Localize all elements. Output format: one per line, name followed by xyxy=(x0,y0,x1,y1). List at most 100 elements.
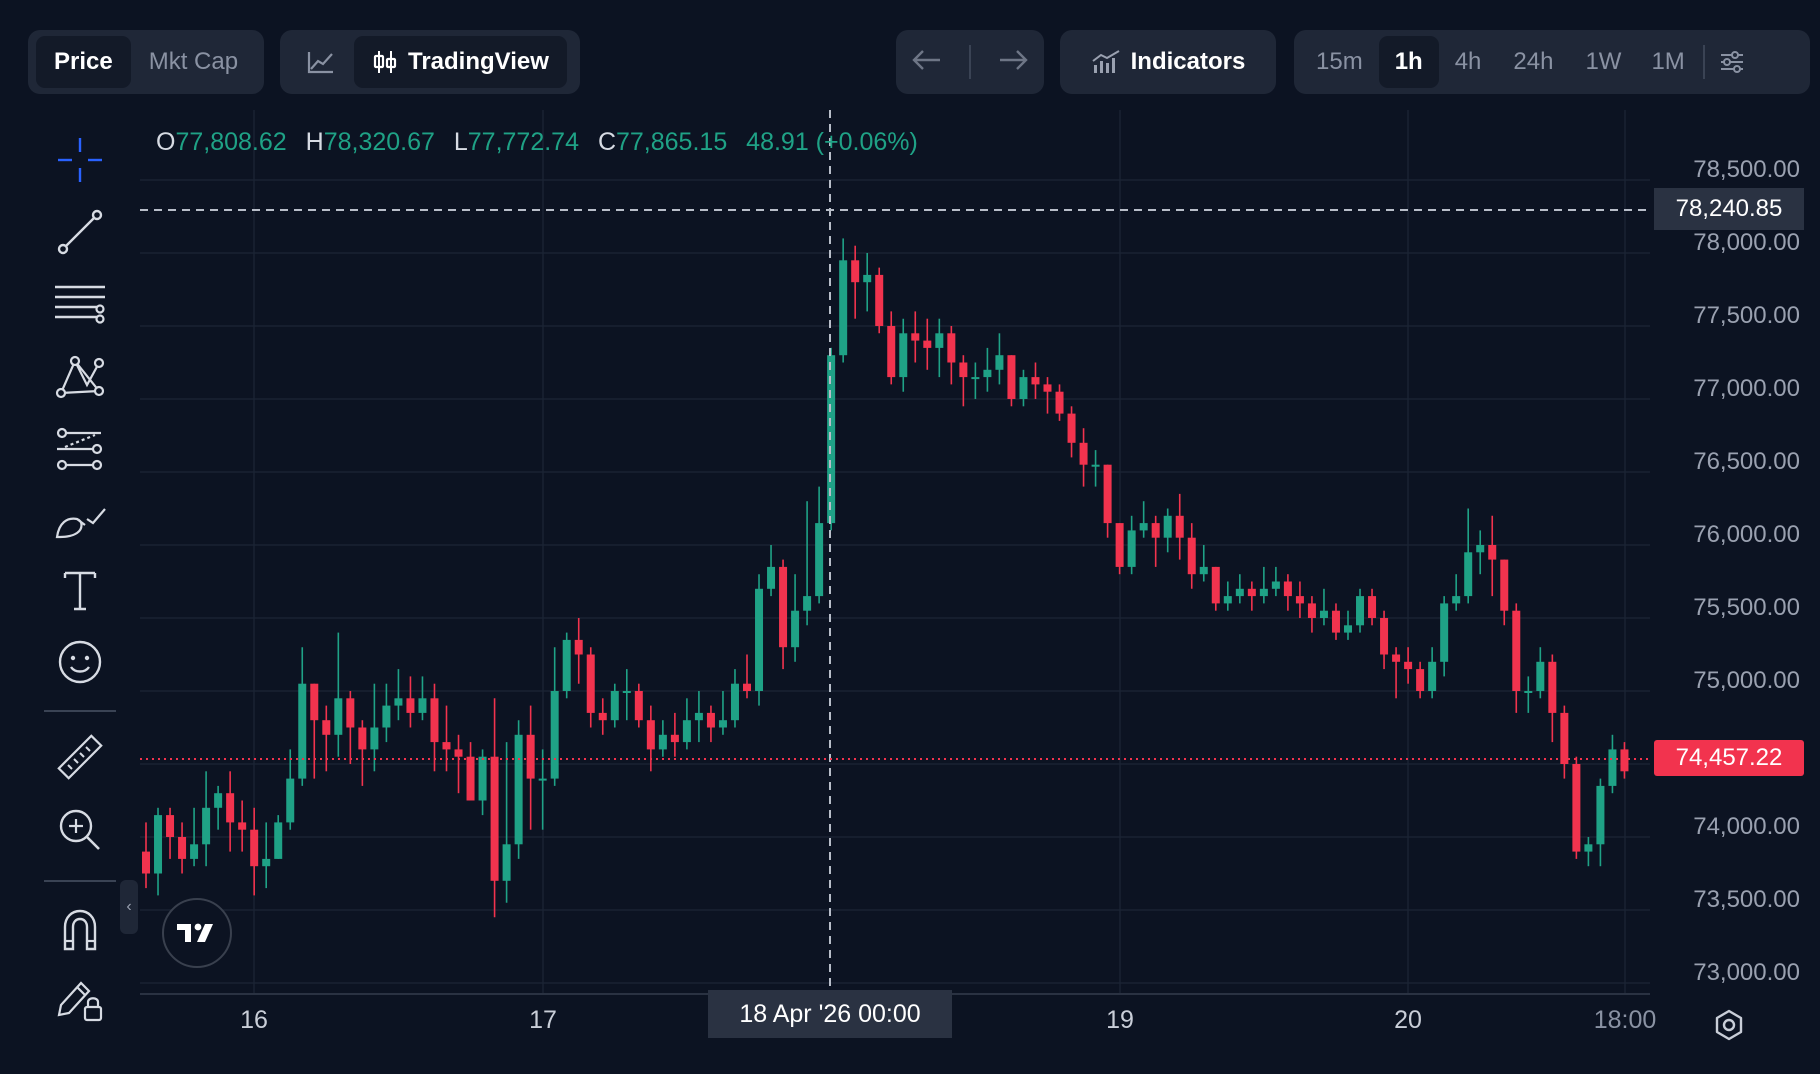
toolbar-divider xyxy=(44,880,116,882)
time-tick: 17 xyxy=(529,1006,557,1034)
low-value: 77,772.74 xyxy=(467,128,579,156)
pattern-tool[interactable] xyxy=(44,348,116,408)
price-tick: 78,500.00 xyxy=(1693,156,1800,183)
candle-body xyxy=(514,734,523,845)
candle-body xyxy=(1536,661,1545,691)
open-key: O xyxy=(156,128,176,156)
timeframe-24h[interactable]: 24h xyxy=(1513,48,1554,75)
chart-settings-button[interactable] xyxy=(1706,1002,1752,1048)
candle-body xyxy=(1380,618,1389,655)
candle-body xyxy=(1440,603,1449,662)
candle-body xyxy=(430,698,439,743)
indicators-button[interactable]: Indicators xyxy=(1060,30,1276,94)
candle-body xyxy=(1067,413,1076,443)
timeframe-settings-button[interactable] xyxy=(1709,36,1755,88)
tradingview-logo[interactable] xyxy=(162,898,232,968)
candle-body xyxy=(190,844,199,859)
candle-body xyxy=(490,756,499,881)
candle-body xyxy=(610,691,619,721)
candle-body xyxy=(1115,523,1124,567)
candle-body xyxy=(142,851,150,874)
candle-body xyxy=(1211,566,1220,604)
mode-toggle: Price Mkt Cap xyxy=(28,30,264,94)
crosshair-tool[interactable] xyxy=(44,130,116,190)
candle-body xyxy=(1079,442,1088,465)
candle-body xyxy=(899,333,908,378)
candle-body xyxy=(670,734,679,743)
candle-body xyxy=(562,639,571,691)
pattern-icon xyxy=(55,355,105,399)
candle-body xyxy=(743,683,751,691)
redo-button[interactable] xyxy=(998,48,1030,77)
candle-body xyxy=(238,822,247,830)
lock-drawings-tool[interactable] xyxy=(44,970,116,1030)
toolbar-divider xyxy=(44,710,116,712)
timeframe-4h[interactable]: 4h xyxy=(1454,48,1482,75)
candle-body xyxy=(1584,844,1593,852)
candle-body xyxy=(1259,588,1268,597)
candle-body xyxy=(694,712,703,721)
collapse-toolbar-button[interactable]: ‹ xyxy=(120,880,138,934)
candle-body xyxy=(1199,566,1208,575)
timeframe-1m[interactable]: 1M xyxy=(1651,48,1685,75)
crosshair-price-label: 78,240.85 xyxy=(1654,188,1804,230)
change-value: 48.91 (+0.06%) xyxy=(746,128,918,156)
zoom-in-icon xyxy=(59,809,100,850)
price-tick: 73,500.00 xyxy=(1693,886,1800,913)
text-tool[interactable] xyxy=(44,560,116,620)
candle-body xyxy=(1319,610,1328,618)
candle-body xyxy=(550,691,559,779)
brush-tool[interactable] xyxy=(44,492,116,552)
candle-body xyxy=(1356,596,1365,626)
price-tick: 74,000.00 xyxy=(1693,813,1800,840)
candle-body xyxy=(298,683,307,779)
candle-body xyxy=(1572,764,1581,852)
candle-body xyxy=(1560,712,1569,764)
candle-body xyxy=(226,793,235,823)
candle-body xyxy=(767,566,776,589)
indicators-label: Indicators xyxy=(1130,48,1246,75)
undo-button[interactable] xyxy=(910,48,942,77)
candle-body xyxy=(1596,785,1605,845)
candle-body xyxy=(1416,669,1425,691)
candle-body xyxy=(1368,596,1377,618)
candle-body xyxy=(418,698,427,713)
tradingview-label: TradingView xyxy=(408,48,549,75)
line-chart-button[interactable] xyxy=(288,36,354,88)
candle-body xyxy=(863,274,872,283)
timeframe-1h[interactable]: 1h xyxy=(1378,36,1439,88)
timeframe-selector: 15m 1h 4h 24h 1W 1M xyxy=(1294,30,1810,94)
brush-icon xyxy=(55,508,106,539)
tradingview-button[interactable]: TradingView xyxy=(354,36,567,88)
candle-body xyxy=(286,778,295,823)
close-key: C xyxy=(597,128,616,156)
fib-tool[interactable] xyxy=(44,274,116,334)
trend-line-tool[interactable] xyxy=(44,202,116,262)
emoji-tool[interactable] xyxy=(44,632,116,692)
candle-body xyxy=(1344,625,1352,633)
tab-price[interactable]: Price xyxy=(36,36,131,88)
magnet-tool[interactable] xyxy=(44,900,116,960)
projection-tool[interactable] xyxy=(44,420,116,480)
timeframe-1w[interactable]: 1W xyxy=(1585,48,1622,75)
open-value: 77,808.62 xyxy=(175,128,287,156)
zoom-in-tool[interactable] xyxy=(44,800,116,860)
chart-type-toggle: TradingView xyxy=(280,30,580,94)
candle-body xyxy=(178,837,187,859)
ruler-tool[interactable] xyxy=(44,728,116,788)
fib-lines-icon xyxy=(55,285,105,324)
candle-body xyxy=(478,756,487,801)
timeframe-15m[interactable]: 15m xyxy=(1316,48,1363,75)
ruler-icon xyxy=(57,734,103,780)
candle-body xyxy=(1283,581,1292,597)
tab-mkt-cap[interactable]: Mkt Cap xyxy=(148,48,239,75)
candle-body xyxy=(935,333,944,348)
price-tick: 75,000.00 xyxy=(1693,667,1800,694)
candle-body xyxy=(538,778,547,781)
candle-body xyxy=(1247,588,1256,597)
candle-body xyxy=(1307,603,1316,618)
candle-body xyxy=(526,734,535,779)
candle-body xyxy=(406,698,415,713)
candle-body xyxy=(382,705,391,728)
